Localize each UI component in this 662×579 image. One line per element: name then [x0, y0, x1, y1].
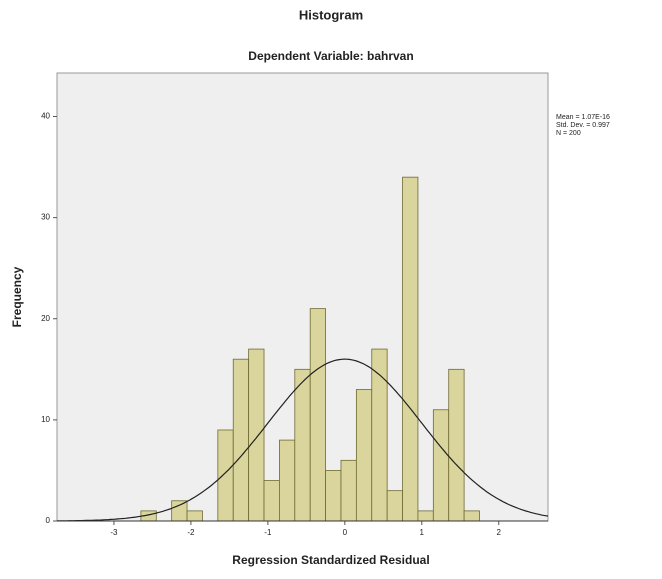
y-tick-label: 0 — [46, 516, 51, 525]
stat-label: N = 200 — [556, 130, 581, 137]
bar — [386, 490, 403, 522]
y-tick-label: 40 — [41, 112, 50, 121]
bar — [355, 389, 373, 522]
stat-label: Std. Dev. = 0.997 — [556, 122, 610, 129]
bar — [432, 409, 450, 522]
bar — [340, 459, 357, 522]
bar — [463, 510, 480, 522]
bar — [417, 510, 434, 522]
bar — [248, 348, 265, 522]
y-tick-label: 20 — [41, 314, 50, 323]
normal-curve — [56, 358, 549, 522]
x-tick-label: 2 — [497, 528, 502, 537]
x-tick-label: -1 — [264, 528, 272, 537]
bar — [171, 500, 188, 522]
x-axis-label: Regression Standardized Residual — [232, 553, 429, 567]
chart-title: Histogram — [299, 7, 363, 22]
chart-subtitle: Dependent Variable: bahrvan — [248, 49, 413, 63]
bar — [186, 510, 203, 522]
x-tick-label: 1 — [420, 528, 425, 537]
stat-label: Mean = 1.07E-16 — [556, 114, 610, 121]
y-tick-label: 10 — [41, 415, 50, 424]
x-tick-label: -3 — [110, 528, 118, 537]
bar — [294, 368, 311, 522]
y-axis-label: Frequency — [10, 266, 24, 327]
bar — [309, 308, 326, 522]
bar — [263, 480, 280, 522]
bar — [325, 470, 342, 522]
bar — [217, 429, 234, 522]
bar — [232, 358, 250, 522]
bar — [448, 368, 465, 522]
bar — [279, 439, 296, 522]
bar — [402, 176, 419, 522]
x-tick-label: 0 — [343, 528, 348, 537]
y-tick-label: 30 — [41, 213, 50, 222]
x-tick-label: -2 — [187, 528, 195, 537]
